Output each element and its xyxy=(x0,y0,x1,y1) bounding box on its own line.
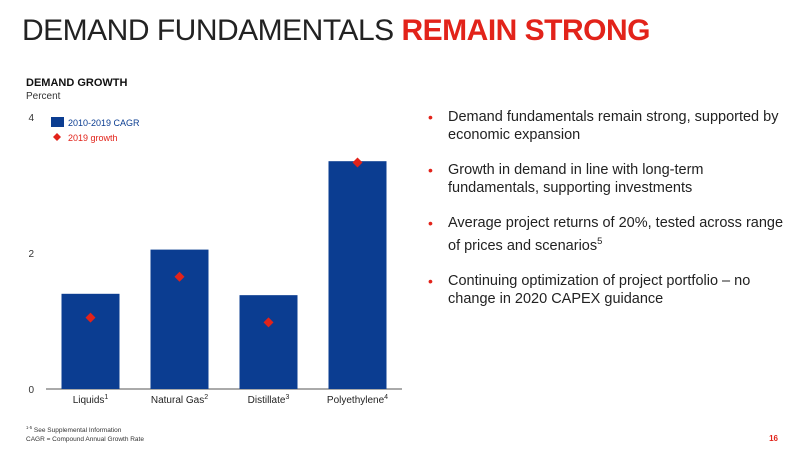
bullet-dot-icon: • xyxy=(428,272,433,289)
legend-label-cagr: 2010-2019 CAGR xyxy=(68,118,140,128)
bullet-item: • Demand fundamentals remain strong, supp… xyxy=(428,108,788,144)
footnotes: 1-5 See Supplemental Information CAGR = … xyxy=(26,423,144,444)
bullet-dot-icon: • xyxy=(428,109,433,125)
y-tick-label: 2 xyxy=(28,249,34,260)
legend-label-2019: 2019 growth xyxy=(68,133,118,143)
y-tick-label: 4 xyxy=(28,113,34,124)
x-tick-label: Polyethylene4 xyxy=(327,394,388,406)
marker-liquids xyxy=(85,312,96,323)
marker-polyethylene xyxy=(352,157,363,168)
footnote-line-1: 1-5 See Supplemental Information xyxy=(26,423,144,435)
bullet-text: Continuing optimization of project portf… xyxy=(448,272,751,307)
chart-unit-label: Percent xyxy=(26,91,61,102)
bar-liquids xyxy=(61,293,120,389)
page-number: 16 xyxy=(769,434,778,443)
y-tick-label: 0 xyxy=(28,385,34,396)
bar-natural-gas xyxy=(150,249,209,389)
footnote-ref: 1-5 xyxy=(26,425,33,430)
marker-natural-gas xyxy=(174,271,185,282)
bullet-item: • Average project returns of 20%, tested … xyxy=(428,214,788,255)
legend-marker-swatch xyxy=(53,133,61,141)
bullet-dot-icon: • xyxy=(428,162,433,178)
page-title-main: DEMAND FUNDAMENTALS xyxy=(22,14,394,47)
bullet-text: Demand fundamentals remain strong, suppo… xyxy=(448,109,779,143)
bullet-text: Average project returns of 20%, tested a… xyxy=(448,215,784,254)
page-title: DEMAND FUNDAMENTALS REMAIN STRONG xyxy=(22,14,650,48)
bullet-text: Growth in demand in line with long-term … xyxy=(448,162,704,196)
bullet-dot-icon: • xyxy=(428,215,433,231)
x-tick-label: Distillate3 xyxy=(248,394,290,406)
footnote-line-2: CAGR = Compound Annual Growth Rate xyxy=(26,436,144,444)
chart-title: DEMAND GROWTH xyxy=(26,77,128,89)
footnote-text: See Supplemental Information xyxy=(32,427,122,435)
x-tick-label: Natural Gas2 xyxy=(151,394,208,406)
bullet-list: • Demand fundamentals remain strong, supp… xyxy=(428,108,788,325)
marker-distillate xyxy=(263,317,274,328)
bullet-item: • Continuing optimization of project port… xyxy=(428,272,788,308)
page-title-accent: REMAIN STRONG xyxy=(401,14,650,47)
bullet-footnote-ref: 5 xyxy=(597,235,603,246)
bar-polyethylene xyxy=(328,161,387,389)
bar-distillate xyxy=(239,295,298,389)
x-tick-label: Liquids1 xyxy=(73,394,109,406)
bullet-item: • Growth in demand in line with long-term… xyxy=(428,161,788,197)
legend-bar-swatch xyxy=(51,117,64,127)
